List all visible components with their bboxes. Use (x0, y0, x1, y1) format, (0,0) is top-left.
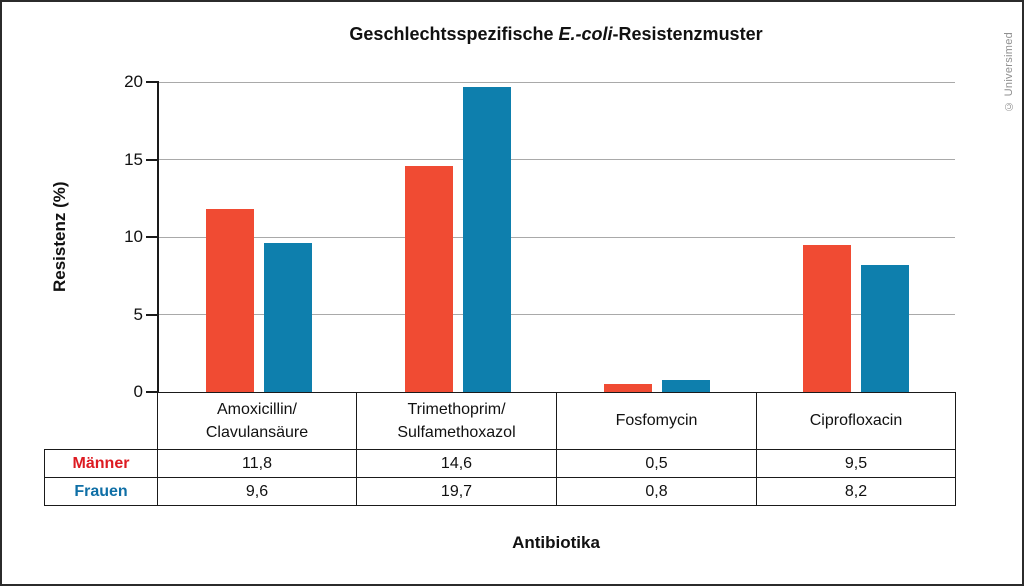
bar-männer-2 (404, 165, 453, 392)
series-label-männer: Männer (44, 449, 158, 478)
y-tick-label-0: 0 (133, 382, 143, 401)
category-line: Clavulansäure (205, 424, 309, 441)
chart-title: Geschlechtsspezifische E.-coli-Resistenz… (157, 24, 955, 45)
value-cell-frauen-4: 8,2 (756, 477, 956, 506)
value-cell-frauen-1: 9,6 (157, 477, 357, 506)
category-cell-3: Fosfomycin (556, 392, 757, 450)
bar-group-4 (756, 82, 955, 392)
y-axis-title: Resistenz (%) (50, 181, 69, 293)
series-row-frauen: Frauen 9,6 19,7 0,8 8,2 (44, 477, 956, 506)
gridline-15 (159, 159, 955, 160)
category-line: Sulfamethoxazol (397, 424, 516, 441)
series-row-männer: Männer 11,8 14,6 0,5 9,5 (44, 449, 956, 478)
series-label-frauen: Frauen (44, 477, 158, 506)
value-cell-männer-2: 14,6 (356, 449, 557, 478)
y-tick-mark-15 (146, 158, 159, 161)
bar-group-1 (159, 82, 358, 392)
bar-frauen-1 (263, 243, 312, 392)
y-tick-mark-10 (146, 236, 159, 238)
category-cell-2: Trimethoprim/Sulfamethoxazol (356, 392, 557, 450)
bar-group-2 (358, 82, 557, 392)
value-cell-männer-3: 0,5 (556, 449, 757, 478)
value-cell-frauen-2: 19,7 (356, 477, 557, 506)
category-cell-1: Amoxicillin/Clavulansäure (157, 392, 357, 450)
category-cell-4: Ciprofloxacin (756, 392, 956, 450)
table-corner-cell (45, 393, 158, 450)
category-line: Fosfomycin (615, 412, 698, 430)
y-tick-mark-20 (146, 81, 159, 83)
plot-area: 0 5 10 15 20 (124, 72, 955, 401)
data-table: Amoxicillin/Clavulansäure Trimethoprim/Su… (44, 392, 956, 506)
bar-männer-3 (603, 384, 652, 392)
gridline-20 (159, 81, 955, 83)
category-line: Trimethoprim/ (407, 400, 506, 418)
y-tick-mark-5 (146, 313, 159, 316)
y-tick-mark-0 (146, 391, 159, 393)
y-tick-label-5: 5 (133, 304, 143, 324)
y-tick-label-15: 15 (124, 149, 143, 169)
bar-group-3 (557, 82, 756, 392)
chart-title-italic: E.-coli (558, 24, 613, 44)
bar-frauen-3 (661, 379, 710, 392)
chart-title-pre: Geschlechtsspezifische (349, 24, 559, 44)
bar-frauen-4 (860, 264, 909, 392)
copyright-label: © Universimed (1003, 31, 1015, 113)
bar-männer-4 (802, 244, 851, 392)
value-cell-männer-4: 9,5 (756, 449, 956, 478)
x-axis-title: Antibiotika (512, 533, 600, 552)
bars-layer (159, 82, 955, 392)
value-cell-frauen-3: 0,8 (556, 477, 757, 506)
chart-title-post: -Resistenzmuster (612, 24, 763, 44)
value-cell-männer-1: 11,8 (157, 449, 357, 478)
y-tick-label-10: 10 (124, 227, 143, 246)
y-tick-label-20: 20 (124, 72, 143, 91)
bar-frauen-2 (462, 86, 511, 392)
category-line: Amoxicillin/ (216, 400, 297, 418)
category-line: Ciprofloxacin (809, 412, 903, 430)
bar-männer-1 (205, 209, 254, 392)
gridline-5 (159, 314, 955, 315)
gridline-10 (159, 236, 955, 238)
